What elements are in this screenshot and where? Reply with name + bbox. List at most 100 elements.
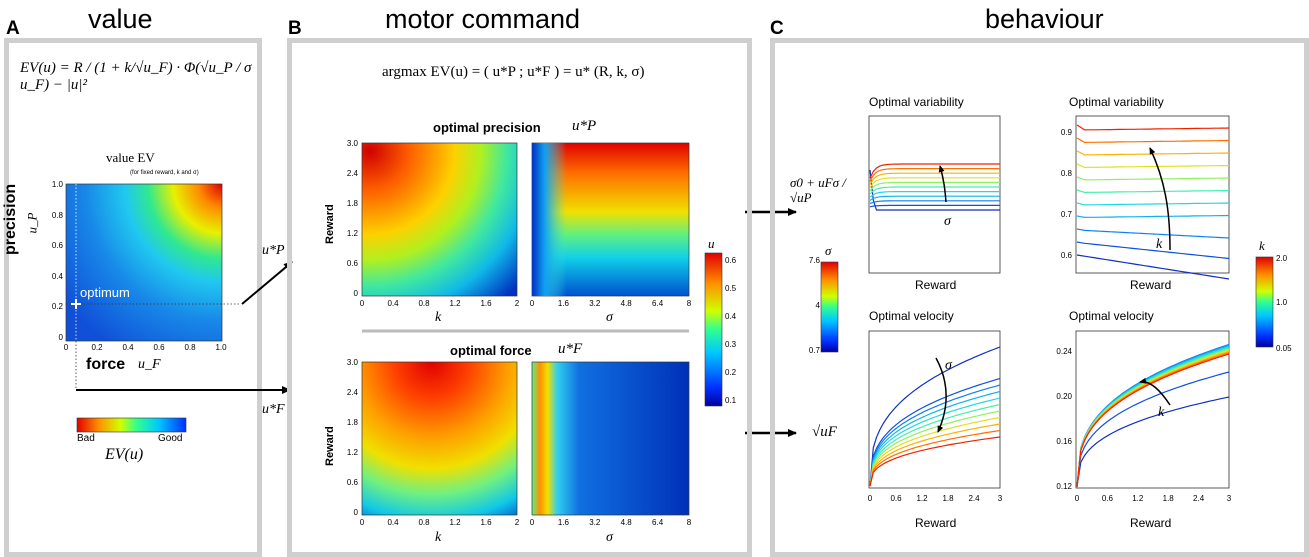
velocity-curve-k bbox=[1076, 396, 1230, 488]
k-axis-label-bottom: k bbox=[435, 530, 442, 545]
force-k-heatmap bbox=[361, 361, 518, 516]
plot-c4-x-tick: 1.2 bbox=[1132, 494, 1144, 503]
value-colorbar bbox=[76, 417, 187, 433]
variability-curve-sigma bbox=[869, 195, 1000, 201]
plot-c2-curves bbox=[1076, 124, 1230, 280]
optimal-force-var: u*F bbox=[558, 341, 583, 357]
plot-c3-arrow-label: σ bbox=[945, 358, 952, 373]
sigma-tick: 0 bbox=[529, 299, 535, 308]
colorbar-good-label: Good bbox=[158, 433, 183, 444]
sigma-colorbar-tick: 4 bbox=[815, 301, 820, 310]
variability-curve-k bbox=[1076, 176, 1230, 181]
plot-c1-title: Optimal variability bbox=[869, 95, 964, 109]
plot-c4-x-tick: 3 bbox=[1226, 494, 1232, 503]
value-map-x-tick: 0 bbox=[63, 343, 69, 352]
optimal-force-title: optimal force bbox=[450, 343, 532, 358]
k-tick: 2 bbox=[514, 299, 520, 308]
up-axis-variable: u_P bbox=[24, 212, 40, 234]
value-map-x-tick: 0.2 bbox=[91, 343, 103, 352]
k-arrow-c4 bbox=[1139, 377, 1171, 406]
plot-c2-xlabel: Reward bbox=[1130, 278, 1172, 292]
velocity-curve-sigma bbox=[869, 384, 1001, 487]
plot-c4-y-tick: 0.16 bbox=[1056, 437, 1072, 446]
variability-curve-sigma bbox=[869, 191, 1000, 198]
plot-c4-title: Optimal velocity bbox=[1069, 309, 1154, 323]
reward-tick: 1.2 bbox=[346, 448, 358, 457]
reward-axis-label-top: Reward bbox=[324, 204, 336, 244]
plot-c2-y-tick: 0.9 bbox=[1060, 128, 1072, 137]
u-colorbar-tick: 0.5 bbox=[725, 284, 737, 293]
sigma-tick: 3.2 bbox=[589, 518, 601, 527]
k-tick: 1.6 bbox=[480, 518, 492, 527]
value-map-y-tick: 0.2 bbox=[51, 302, 63, 311]
up-output-label: u*P bbox=[262, 243, 285, 258]
reward-tick: 1.8 bbox=[346, 418, 358, 427]
panel-a-title: value bbox=[88, 4, 153, 34]
reward-tick: 0 bbox=[353, 289, 358, 298]
velocity-curve-sigma bbox=[869, 377, 1001, 487]
u-colorbar-label: u bbox=[708, 236, 715, 251]
value-map-title: value EV bbox=[106, 150, 155, 165]
k-tick: 0.8 bbox=[418, 518, 430, 527]
variability-curve-sigma bbox=[869, 172, 1000, 185]
panel-b-frame bbox=[287, 38, 752, 557]
reward-tick: 2.4 bbox=[346, 169, 358, 178]
variability-curve-sigma bbox=[869, 168, 1000, 182]
k-tick: 0 bbox=[359, 299, 365, 308]
plot-c2-arrow-label: k bbox=[1156, 237, 1163, 252]
k-arrow-c2 bbox=[1149, 147, 1171, 251]
sigma-tick: 4.8 bbox=[620, 299, 632, 308]
uf-axis-variable: u_F bbox=[138, 357, 161, 372]
plot-c3-curves bbox=[869, 346, 1001, 487]
reward-tick: 2.4 bbox=[346, 388, 358, 397]
variability-curve-sigma bbox=[869, 186, 1000, 195]
sigma-tick: 1.6 bbox=[557, 518, 569, 527]
velocity-curve-sigma bbox=[869, 410, 1001, 487]
reward-tick: 0.6 bbox=[346, 259, 358, 268]
u-colorbar bbox=[704, 252, 723, 407]
velocity-curve-sigma bbox=[869, 416, 1001, 487]
plot-c2-title: Optimal variability bbox=[1069, 95, 1164, 109]
plot-c4-x-tick: 2.4 bbox=[1193, 494, 1205, 503]
velocity-curve-sigma bbox=[869, 436, 1001, 487]
value-heatmap bbox=[65, 183, 223, 342]
plot-c2-y-tick: 0.7 bbox=[1060, 210, 1072, 219]
k-colorbar bbox=[1255, 256, 1274, 348]
optimal-precision-title: optimal precision bbox=[433, 120, 541, 135]
sigma-tick: 1.6 bbox=[557, 299, 569, 308]
velocity-curve-sigma bbox=[869, 397, 1001, 487]
reward-tick: 0.6 bbox=[346, 478, 358, 487]
k-tick: 0 bbox=[359, 518, 365, 527]
plot-c3-x-tick: 0.6 bbox=[890, 494, 902, 503]
value-equation: EV(u) = R / (1 + k/√u_F) · Φ(√u_P / σ u_… bbox=[20, 60, 252, 93]
sigma-axis-label-top: σ bbox=[606, 310, 613, 325]
value-map-x-tick: 0.4 bbox=[122, 343, 134, 352]
variability-formula: σ0 + uFσ / √uP bbox=[790, 175, 846, 205]
plot-c2-y-tick: 0.8 bbox=[1060, 169, 1072, 178]
sigma-colorbar-tick: 0.7 bbox=[808, 346, 820, 355]
k-axis-label-top: k bbox=[435, 310, 442, 325]
precision-k-heatmap bbox=[361, 142, 518, 297]
value-map-subtitle: (for fixed reward, k and σ) bbox=[130, 170, 199, 176]
variability-curve-k bbox=[1076, 124, 1230, 131]
variability-curve-sigma bbox=[869, 163, 1000, 179]
u-colorbar-tick: 0.6 bbox=[725, 256, 737, 265]
reward-tick: 1.8 bbox=[346, 199, 358, 208]
velocity-curve-sigma bbox=[869, 423, 1001, 487]
plot-c1-arrow-label: σ bbox=[944, 214, 951, 229]
plot-c4-y-tick: 0.24 bbox=[1056, 347, 1072, 356]
force-axis-label: force bbox=[86, 356, 126, 373]
reward-tick: 1.2 bbox=[346, 229, 358, 238]
k-tick: 0.4 bbox=[387, 299, 399, 308]
precision-axis-label: precision bbox=[2, 183, 19, 255]
optimum-label: optimum bbox=[80, 285, 130, 300]
panel-a-letter: A bbox=[6, 18, 20, 39]
plot-c2-y-tick: 0.6 bbox=[1060, 251, 1072, 260]
plot-c4-x-tick: 0.6 bbox=[1101, 494, 1113, 503]
variability-curve-k bbox=[1076, 241, 1230, 260]
plot-c4-x-tick: 0 bbox=[1074, 494, 1080, 503]
sigma-tick: 6.4 bbox=[652, 299, 664, 308]
variability-curve-k bbox=[1076, 137, 1230, 144]
plot-c4-curves bbox=[1076, 343, 1230, 488]
variability-curve-k bbox=[1076, 254, 1230, 280]
